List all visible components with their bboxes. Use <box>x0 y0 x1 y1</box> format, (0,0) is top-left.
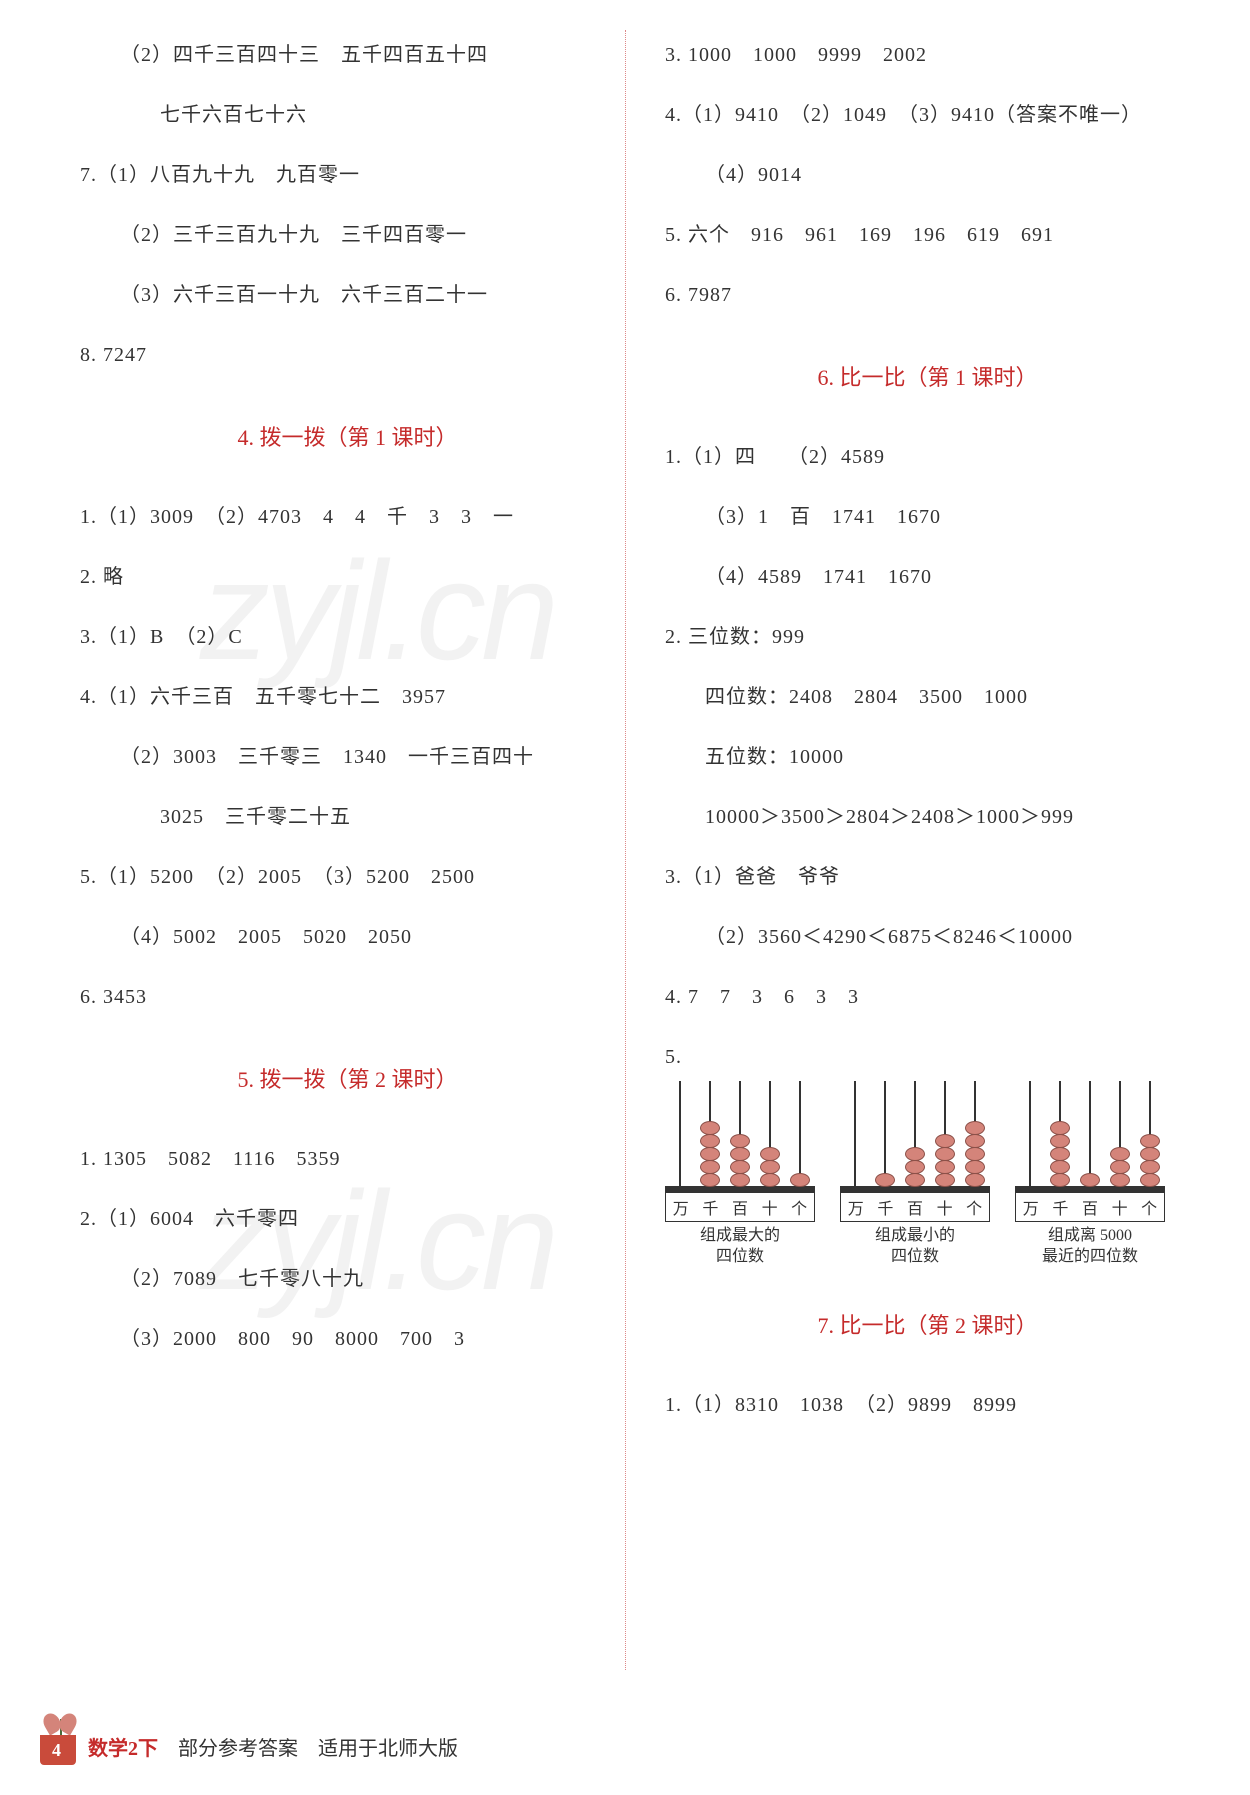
text-line: 8. 7247 <box>80 340 615 370</box>
text-line: 五位数：10000 <box>665 742 1190 772</box>
text-line: 2.（1）6004 六千零四 <box>80 1204 615 1234</box>
text-line: 5. <box>665 1042 1190 1072</box>
text-line: 7.（1）八百九十九 九百零一 <box>80 160 615 190</box>
text-line: 5.（1）5200 （2）2005 （3）5200 2500 <box>80 862 615 892</box>
text-line: 4.（1）9410 （2）1049 （3）9410（答案不唯一） <box>665 100 1190 130</box>
text-line: 4.（1）六千三百 五千零七十二 3957 <box>80 682 615 712</box>
footer-subject: 数学 <box>88 1738 128 1760</box>
footer-rest: 部分参考答案 适用于北师大版 <box>178 1738 458 1760</box>
text-line: （2）7089 七千零八十九 <box>80 1264 615 1294</box>
page-body: （2）四千三百四十三 五千四百五十四 七千六百七十六 7.（1）八百九十九 九百… <box>0 0 1250 1700</box>
text-line: （3）2000 800 90 8000 700 3 <box>80 1324 615 1354</box>
footer-grade: 2下 <box>128 1738 158 1760</box>
text-line: （3）1 百 1741 1670 <box>665 502 1190 532</box>
section-heading: 4. 拨一拨（第 1 课时） <box>80 420 615 452</box>
text-line: 6. 7987 <box>665 280 1190 310</box>
abacus: 万千百十个组成最大的四位数 <box>665 1082 815 1268</box>
section-heading: 7. 比一比（第 2 课时） <box>665 1308 1190 1340</box>
text-line: 1.（1）8310 1038 （2）9899 8999 <box>665 1390 1190 1420</box>
text-line: （2）3560＜4290＜6875＜8246＜10000 <box>665 922 1190 952</box>
text-line: 2. 略 <box>80 562 615 592</box>
section-heading: 6. 比一比（第 1 课时） <box>665 360 1190 392</box>
text-line: 3.（1）爸爸 爷爷 <box>665 862 1190 892</box>
text-line: 3. 1000 1000 9999 2002 <box>665 40 1190 70</box>
footer-text: 数学2下 部分参考答案 适用于北师大版 <box>88 1732 458 1765</box>
text-line: 1.（1）四 （2）4589 <box>665 442 1190 472</box>
text-line: 10000＞3500＞2804＞2408＞1000＞999 <box>665 802 1190 832</box>
abacus: 万千百十个组成最小的四位数 <box>840 1082 990 1268</box>
text-line: 四位数：2408 2804 3500 1000 <box>665 682 1190 712</box>
text-line: （4）5002 2005 5020 2050 <box>80 922 615 952</box>
text-line: （2）四千三百四十三 五千四百五十四 <box>80 40 615 70</box>
abacus: 万千百十个组成离 5000最近的四位数 <box>1015 1082 1165 1268</box>
left-column: （2）四千三百四十三 五千四百五十四 七千六百七十六 7.（1）八百九十九 九百… <box>80 40 635 1700</box>
text-line: （2）3003 三千零三 1340 一千三百四十 <box>80 742 615 772</box>
text-line: 1.（1）3009 （2）4703 4 4 千 3 3 一 <box>80 502 615 532</box>
text-line: 5. 六个 916 961 169 196 619 691 <box>665 220 1190 250</box>
text-line: （4）4589 1741 1670 <box>665 562 1190 592</box>
plant-icon: 4 <box>40 1705 80 1765</box>
section-heading: 5. 拨一拨（第 2 课时） <box>80 1062 615 1094</box>
right-column: 3. 1000 1000 9999 2002 4.（1）9410 （2）1049… <box>635 40 1190 1700</box>
text-line: （3）六千三百一十九 六千三百二十一 <box>80 280 615 310</box>
page-footer: 4 数学2下 部分参考答案 适用于北师大版 <box>40 1705 458 1765</box>
text-line: 4. 7 7 3 6 3 3 <box>665 982 1190 1012</box>
text-line: （2）三千三百九十九 三千四百零一 <box>80 220 615 250</box>
text-line: 七千六百七十六 <box>80 100 615 130</box>
abacus-row: 万千百十个组成最大的四位数万千百十个组成最小的四位数万千百十个组成离 5000最… <box>665 1082 1190 1268</box>
page-number: 4 <box>52 1740 61 1761</box>
text-line: 3025 三千零二十五 <box>80 802 615 832</box>
text-line: （4）9014 <box>665 160 1190 190</box>
text-line: 2. 三位数：999 <box>665 622 1190 652</box>
text-line: 1. 1305 5082 1116 5359 <box>80 1144 615 1174</box>
text-line: 3.（1）B （2）C <box>80 622 615 652</box>
text-line: 6. 3453 <box>80 982 615 1012</box>
